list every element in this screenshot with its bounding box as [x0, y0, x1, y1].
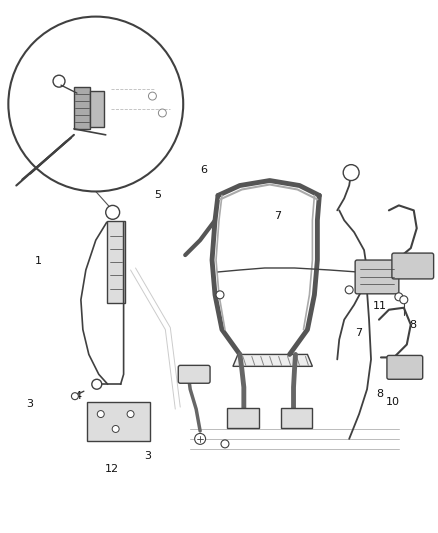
Circle shape [194, 433, 205, 445]
Circle shape [106, 205, 120, 219]
Circle shape [112, 425, 119, 432]
Text: 1: 1 [35, 256, 42, 266]
Circle shape [345, 286, 353, 294]
Circle shape [221, 440, 229, 448]
Text: 8: 8 [377, 389, 384, 399]
Circle shape [395, 293, 403, 301]
Circle shape [216, 291, 224, 299]
FancyBboxPatch shape [387, 356, 423, 379]
Text: 11: 11 [373, 301, 387, 311]
Polygon shape [233, 354, 312, 366]
Circle shape [127, 410, 134, 417]
Text: 3: 3 [144, 451, 151, 461]
Text: 6: 6 [200, 165, 207, 175]
Circle shape [148, 92, 156, 100]
Text: 7: 7 [355, 328, 362, 338]
Text: 10: 10 [386, 397, 400, 407]
Circle shape [8, 17, 183, 191]
Circle shape [159, 109, 166, 117]
Circle shape [97, 410, 104, 417]
FancyBboxPatch shape [281, 408, 312, 428]
Circle shape [343, 165, 359, 181]
Circle shape [92, 379, 102, 389]
Bar [90, 91, 104, 127]
FancyBboxPatch shape [392, 253, 434, 279]
FancyBboxPatch shape [355, 260, 399, 294]
Text: 5: 5 [155, 190, 162, 200]
Text: 12: 12 [105, 464, 120, 474]
Text: 8: 8 [409, 320, 416, 330]
Circle shape [71, 393, 78, 400]
Text: 7: 7 [274, 211, 281, 221]
FancyBboxPatch shape [87, 402, 150, 441]
FancyBboxPatch shape [227, 408, 259, 428]
FancyBboxPatch shape [178, 365, 210, 383]
FancyBboxPatch shape [107, 221, 124, 303]
Circle shape [53, 75, 65, 87]
Text: 3: 3 [26, 399, 33, 409]
Bar [74, 87, 90, 129]
Text: 2: 2 [144, 421, 151, 430]
Circle shape [400, 296, 408, 304]
Text: 4: 4 [74, 391, 81, 401]
